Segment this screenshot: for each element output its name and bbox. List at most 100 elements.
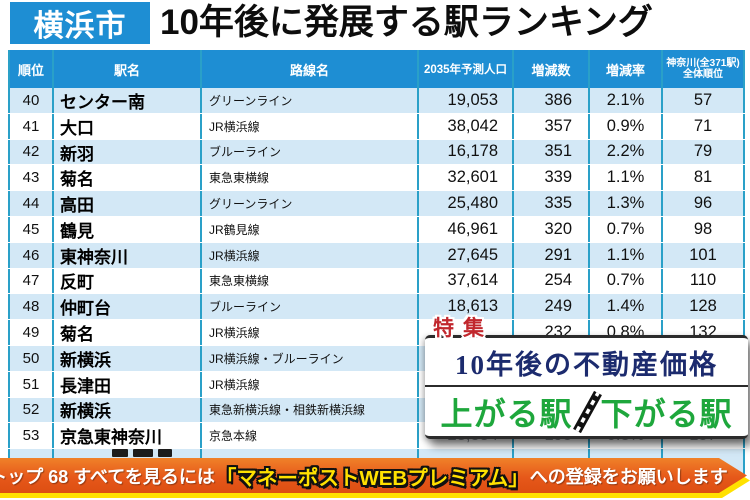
table-row: 42 新羽 ブルーライン 16,178 351 2.2% 79: [8, 139, 745, 166]
change-count-cell: 254: [512, 268, 588, 294]
change-count-cell: 386: [512, 88, 588, 113]
col-header-population: 2035年予測人口: [417, 50, 512, 88]
overall-rank-cell: 110: [661, 268, 745, 294]
line-name-cell: 東急東横線: [200, 268, 417, 294]
col-header-overall-rank: 神奈川(全371駅) 全体順位: [661, 50, 745, 88]
population-cell: [417, 397, 512, 423]
page-title: 10年後に発展する駅ランキング: [160, 3, 653, 42]
clipped-next-row-fragments: [112, 449, 172, 457]
station-name-cell: 長津田: [52, 371, 200, 397]
feature-box: 10年後の不動産価格 上がる駅 下がる駅: [425, 335, 748, 439]
rank-cell: 48: [8, 294, 52, 320]
change-rate-cell: 1.3%: [588, 191, 661, 216]
ranking-table: 順位 駅名 路線名 2035年予測人口 増減数 増減率 神奈川(全371駅) 全…: [8, 50, 745, 500]
feature-subtitle-right: 下がる駅: [600, 395, 733, 432]
rank-cell: 43: [8, 165, 52, 191]
population-cell: 27,645: [417, 242, 512, 268]
banner-text-suffix: への登録をお願いします: [529, 466, 728, 487]
overall-rank-cell: 71: [661, 113, 745, 139]
city-label-box: 横浜市: [10, 2, 150, 44]
overall-rank-cell: 79: [661, 139, 745, 165]
change-count-cell: 291: [512, 242, 588, 268]
change-count-cell: 339: [512, 165, 588, 191]
table-row: 41 大口 JR横浜線 38,042 357 0.9% 71: [8, 113, 745, 140]
rank-cell: 50: [8, 345, 52, 371]
station-name-cell: 鶴見: [52, 216, 200, 242]
change-rate-cell: 0.9%: [588, 113, 661, 139]
population-cell: [417, 371, 512, 397]
feature-overlay: 特集 10年後の不動産価格 上がる駅 下がる駅: [425, 312, 748, 444]
feature-title: 10年後の不動産価格: [425, 338, 748, 387]
rank-cell: 44: [8, 191, 52, 216]
city-label: 横浜市: [33, 10, 127, 43]
col-header-overall-line2: 全体順位: [683, 69, 723, 80]
change-count-cell: 320: [512, 216, 588, 242]
rank-cell: 53: [8, 423, 52, 449]
change-rate-cell: 1.1%: [588, 242, 661, 268]
table-row: 43 菊名 東急東横線 32,601 339 1.1% 81: [8, 165, 745, 192]
overall-rank-cell: 101: [661, 242, 745, 268]
change-rate-cell: 2.1%: [588, 88, 661, 113]
rank-cell: 51: [8, 371, 52, 397]
station-name-cell: センター南: [52, 88, 200, 113]
rank-cell: 52: [8, 397, 52, 423]
station-name-cell: 新羽: [52, 139, 200, 165]
premium-cta-banner[interactable]: トップ 68 すべてを見るには 「マネーポストWEBプレミアム」 への登録をお願…: [0, 458, 747, 493]
change-rate-cell: 0.7%: [588, 216, 661, 242]
station-name-cell: 大口: [52, 113, 200, 139]
station-name-cell: 菊名: [52, 320, 200, 345]
overall-rank-cell: 81: [661, 165, 745, 191]
station-name-cell: 反町: [52, 268, 200, 294]
line-name-cell: グリーンライン: [200, 88, 417, 113]
line-name-cell: JR横浜線: [200, 113, 417, 139]
table-header-row: 順位 駅名 路線名 2035年予測人口 増減数 増減率 神奈川(全371駅) 全…: [8, 50, 745, 88]
change-rate-cell: 2.2%: [588, 139, 661, 165]
population-cell: 38,042: [417, 113, 512, 139]
line-name-cell: JR横浜線・ブルーライン: [200, 345, 417, 371]
overall-rank-cell: 96: [661, 191, 745, 216]
railway-track-slash-icon: [572, 390, 602, 433]
table-row: 46 東神奈川 JR横浜線 27,645 291 1.1% 101: [8, 242, 745, 269]
line-name-cell: JR横浜線: [200, 371, 417, 397]
banner-brand-name: 「マネーポストWEBプレミアム」: [215, 466, 529, 490]
change-count-cell: 335: [512, 191, 588, 216]
station-name-cell: 京急東神奈川: [52, 423, 200, 449]
col-header-overall-line1: 神奈川(全371駅): [666, 58, 740, 69]
line-name-cell: 東急新横浜線・相鉄新横浜線: [200, 397, 417, 423]
rank-cell: 45: [8, 216, 52, 242]
feature-subtitle: 上がる駅 下がる駅: [425, 387, 748, 436]
population-cell: 16,178: [417, 139, 512, 165]
line-name-cell: JR横浜線: [200, 320, 417, 345]
station-name-cell: 東神奈川: [52, 242, 200, 268]
line-name-cell: ブルーライン: [200, 294, 417, 320]
rank-cell: 47: [8, 268, 52, 294]
col-header-rate: 増減率: [588, 50, 661, 88]
station-name-cell: 高田: [52, 191, 200, 216]
change-rate-cell: 1.1%: [588, 165, 661, 191]
table-row: 45 鶴見 JR鶴見線 46,961 320 0.7% 98: [8, 216, 745, 243]
rank-cell: 40: [8, 88, 52, 113]
glyph-fragment: [158, 449, 172, 457]
col-header-change: 増減数: [512, 50, 588, 88]
table-row: 40 センター南 グリーンライン 19,053 386 2.1% 57: [8, 88, 745, 114]
line-name-cell: JR横浜線: [200, 242, 417, 268]
table-row: 47 反町 東急東横線 37,614 254 0.7% 110: [8, 268, 745, 295]
table-body: 40 センター南 グリーンライン 19,053 386 2.1% 57 41 大…: [8, 88, 745, 475]
population-cell: 19,053: [417, 88, 512, 113]
banner-text-prefix: トップ 68 すべてを見るには: [0, 466, 215, 487]
population-cell: 32,601: [417, 165, 512, 191]
rank-cell: 46: [8, 242, 52, 268]
glyph-fragment: [133, 449, 153, 457]
table-row: 48 仲町台 ブルーライン 18,613 249 1.4% 128: [8, 294, 745, 321]
line-name-cell: 京急本線: [200, 423, 417, 449]
line-name-cell: グリーンライン: [200, 191, 417, 216]
overall-rank-cell: 57: [661, 88, 745, 113]
line-name-cell: JR鶴見線: [200, 216, 417, 242]
station-name-cell: 仲町台: [52, 294, 200, 320]
station-name-cell: 新横浜: [52, 345, 200, 371]
population-cell: 37,614: [417, 268, 512, 294]
table-row: 44 高田 グリーンライン 25,480 335 1.3% 96: [8, 191, 745, 217]
population-cell: 18,613: [417, 294, 512, 320]
line-name-cell: ブルーライン: [200, 139, 417, 165]
